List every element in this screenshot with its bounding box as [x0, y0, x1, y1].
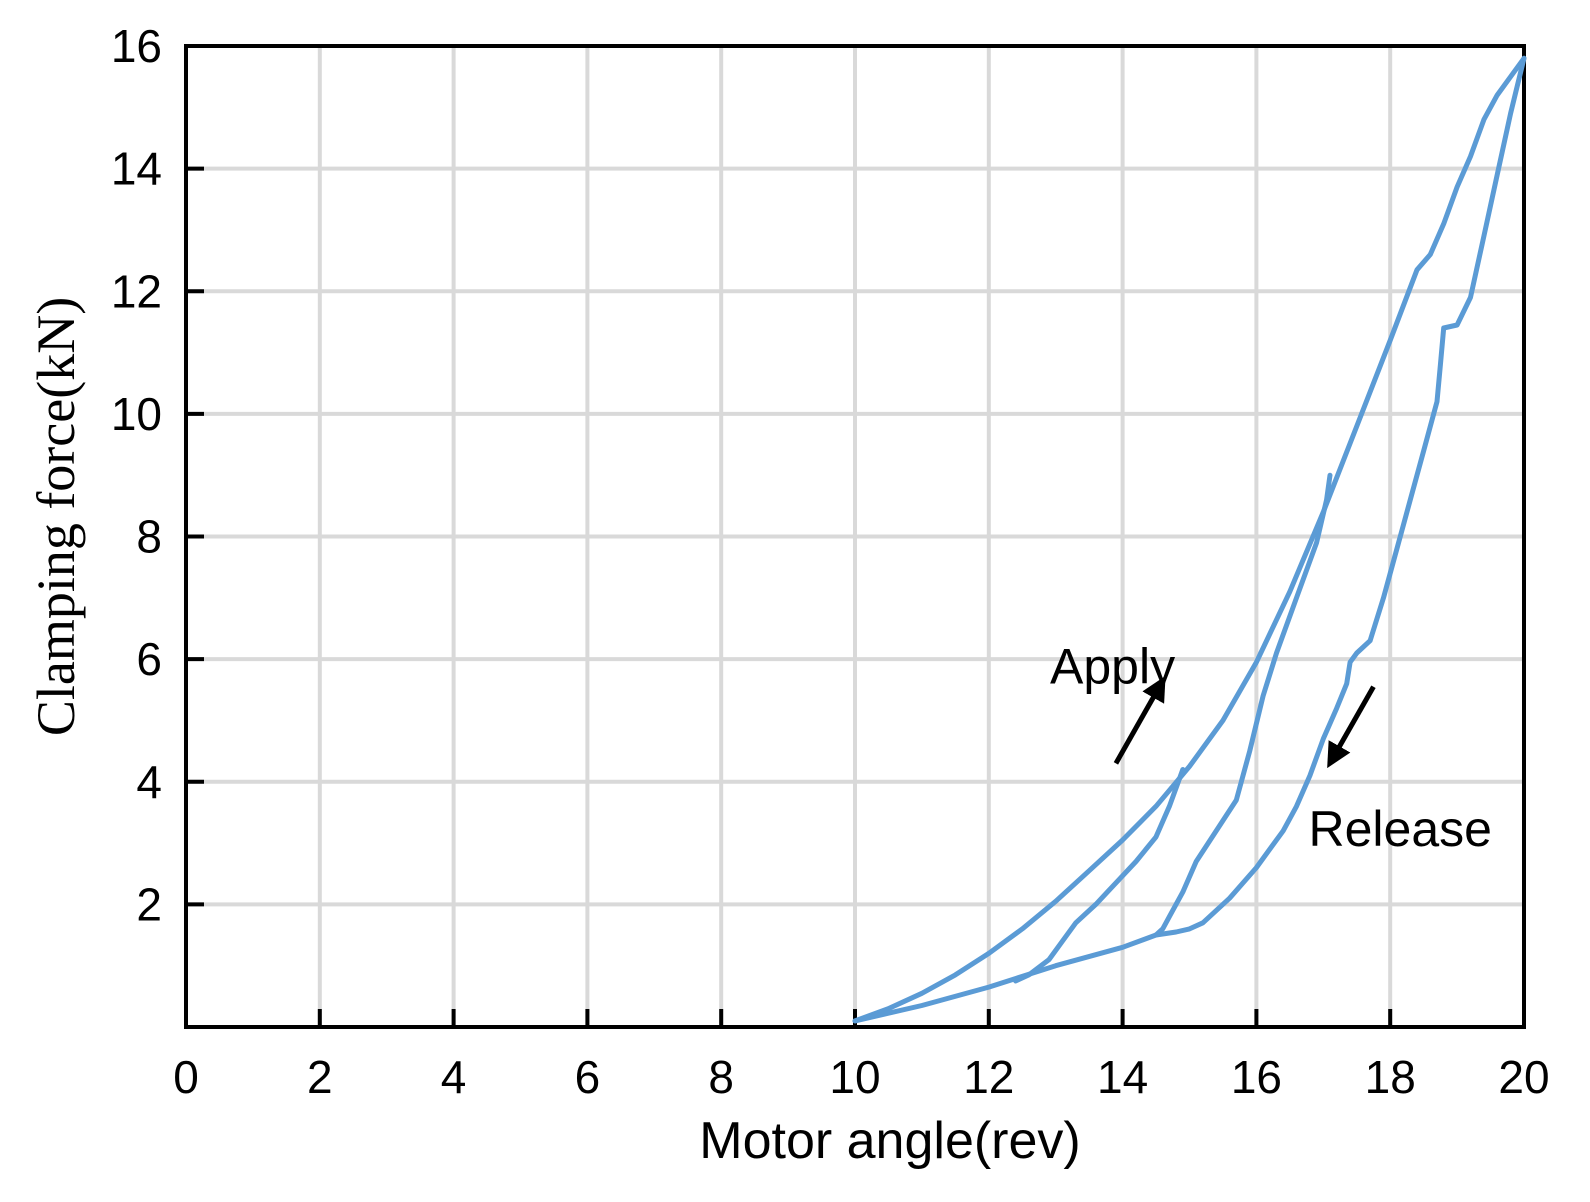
- y-tick-label-8: 8: [136, 511, 162, 563]
- apply-arrow: [1113, 675, 1166, 765]
- x-tick-label-12: 12: [963, 1051, 1014, 1103]
- series-line-release-from-peak: [852, 55, 1527, 1024]
- x-tick-label-18: 18: [1365, 1051, 1416, 1103]
- series-line-apply: [852, 55, 1527, 1024]
- y-tick-label-12: 12: [111, 265, 162, 317]
- annotations: Apply Release: [1050, 639, 1492, 857]
- y-axis-title: Clamping force(kN): [26, 297, 86, 736]
- series-line-partial-release-from-9kN: [1153, 472, 1333, 938]
- x-axis-title: Motor angle(rev): [699, 1112, 1080, 1170]
- series-line-partial-release-from-4kN: [1013, 767, 1186, 984]
- y-tick-label-4: 4: [136, 756, 162, 808]
- x-tick-label-10: 10: [829, 1051, 880, 1103]
- y-tick-label-2: 2: [136, 878, 162, 930]
- x-tick-label-8: 8: [708, 1051, 734, 1103]
- x-tick-label-16: 16: [1231, 1051, 1282, 1103]
- axes: 0 2 4 6 8 10 12 14 16 18 20 2 4 6 8 10 12 14 16: [111, 20, 1550, 1103]
- grid-lines: [186, 44, 1526, 1027]
- data-series: [852, 55, 1527, 1024]
- release-arrow: [1327, 685, 1376, 769]
- apply-annotation-label: Apply: [1050, 639, 1175, 695]
- x-tick-label-0: 0: [173, 1051, 199, 1103]
- y-tick-label-6: 6: [136, 633, 162, 685]
- x-tick-label-2: 2: [307, 1051, 333, 1103]
- y-tick-label-10: 10: [111, 388, 162, 440]
- release-annotation-label: Release: [1309, 801, 1492, 857]
- x-tick-label-20: 20: [1498, 1051, 1549, 1103]
- y-tick-label-16: 16: [111, 20, 162, 72]
- x-tick-label-4: 4: [441, 1051, 467, 1103]
- x-tick-label-6: 6: [575, 1051, 601, 1103]
- y-tick-label-14: 14: [111, 143, 162, 195]
- x-tick-label-14: 14: [1097, 1051, 1148, 1103]
